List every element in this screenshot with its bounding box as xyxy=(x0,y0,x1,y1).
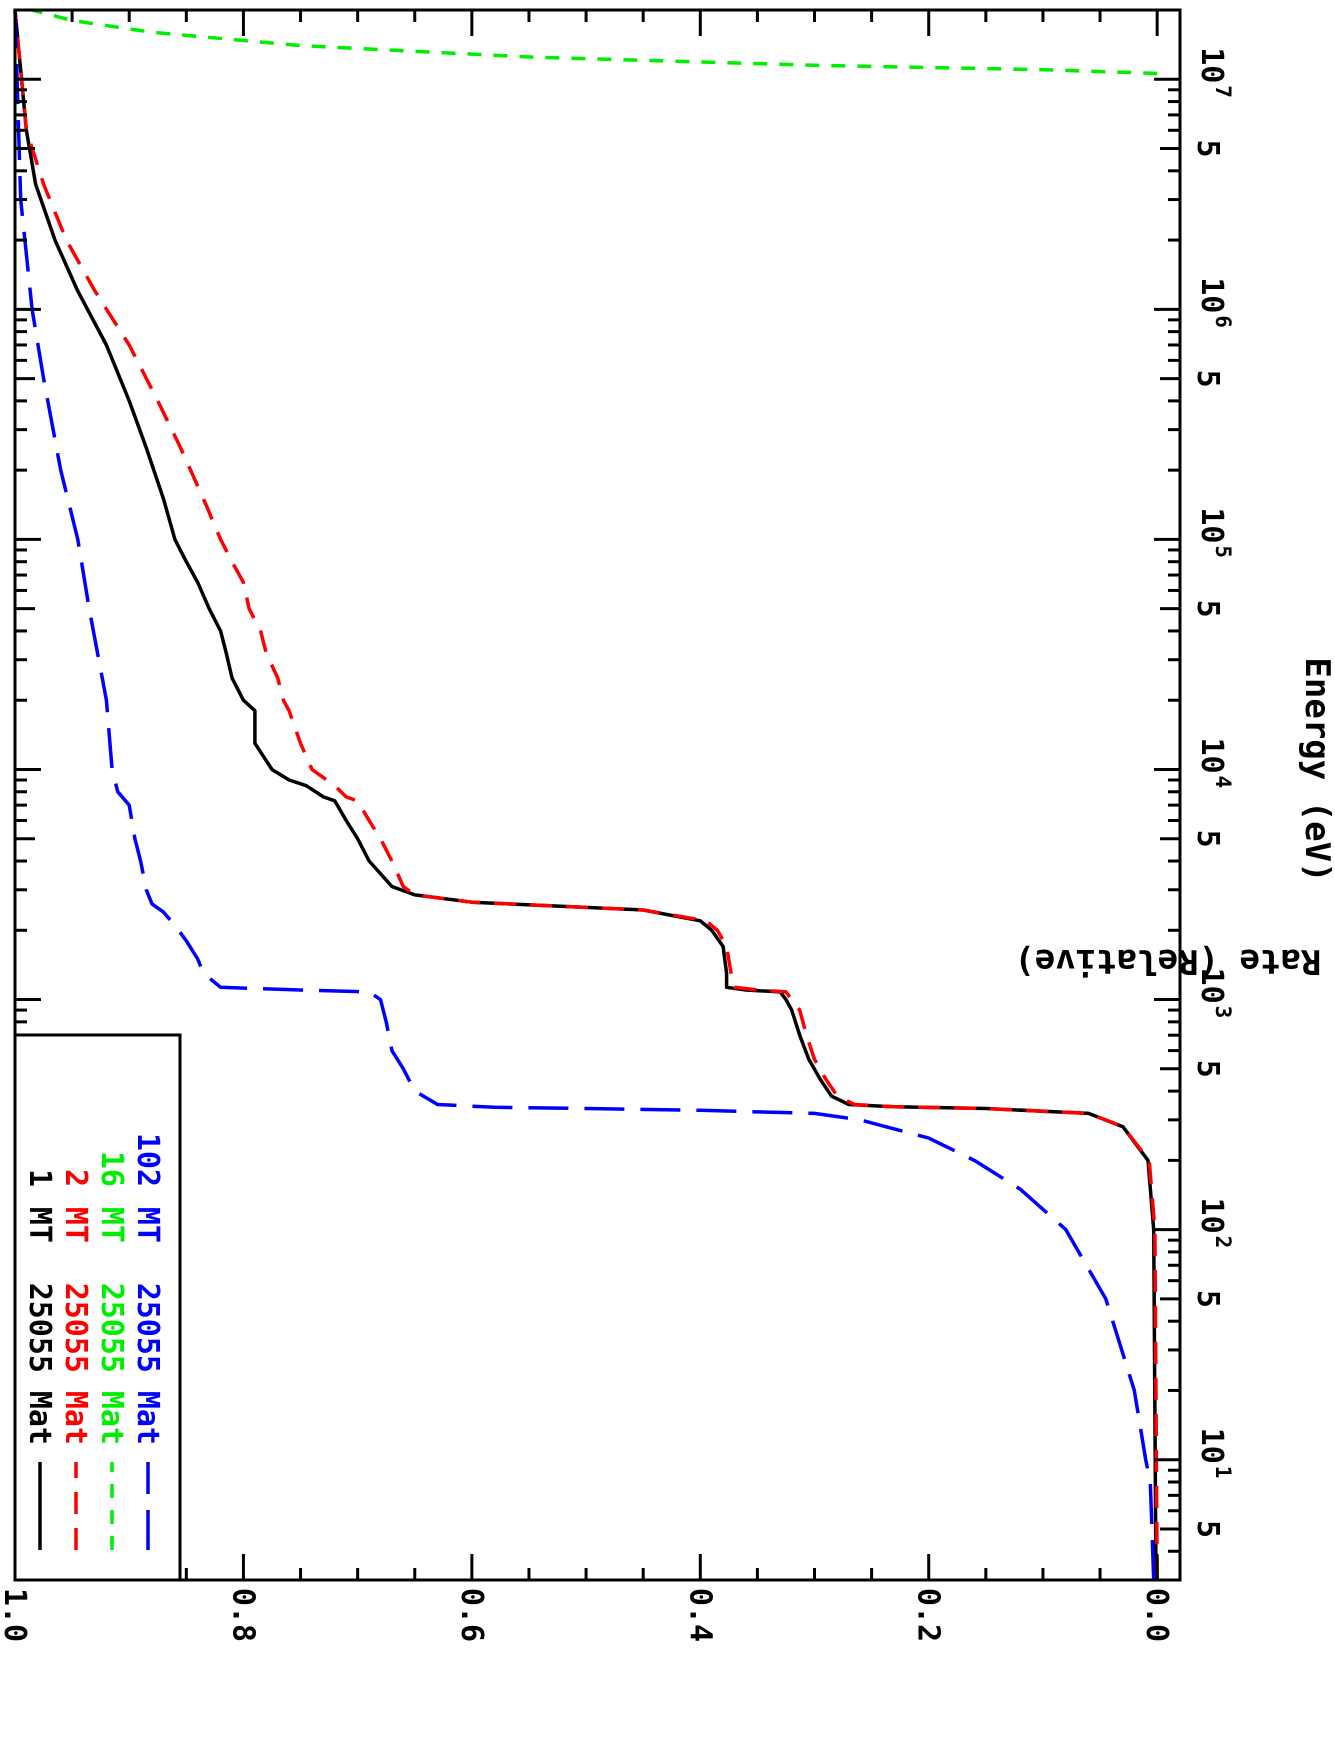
energy-tick-label: 103 xyxy=(1194,968,1235,1019)
legend-mat-text: Mat xyxy=(58,1391,93,1445)
series-line-1 xyxy=(13,9,1158,1581)
legend-entry-1: Mat 25055 MT 1 xyxy=(22,1169,57,1445)
energy-tick-mantissa: 10 xyxy=(1194,968,1229,1004)
legend-entry-4: Mat 25055 MT 102 xyxy=(130,1133,165,1445)
rate-tick-label: 0.8 xyxy=(225,1588,260,1642)
energy-minor-label: 5 xyxy=(1190,139,1225,157)
energy-tick-label: 106 xyxy=(1194,277,1235,328)
energy-tick-exponent: 6 xyxy=(1211,315,1235,328)
rate-tick-label: 0.4 xyxy=(682,1588,717,1642)
x-axis-title: Energy (eV) xyxy=(1297,657,1335,882)
legend-id-text: 25055 xyxy=(130,1283,165,1373)
legend-num-text: 102 xyxy=(130,1133,165,1187)
energy-tick-exponent: 7 xyxy=(1211,85,1235,98)
energy-tick-mantissa: 10 xyxy=(1194,737,1229,773)
legend-entry-3: Mat 25055 MT 16 xyxy=(94,1151,129,1445)
legend-mat-text: Mat xyxy=(130,1391,165,1445)
rate-tick-label: 1.0 xyxy=(0,1588,32,1642)
energy-tick-mantissa: 10 xyxy=(1194,1198,1229,1234)
energy-tick-exponent: 2 xyxy=(1211,1236,1235,1249)
energy-tick-label: 107 xyxy=(1194,47,1235,98)
legend-box xyxy=(13,1033,182,1582)
energy-tick-mantissa: 10 xyxy=(1194,1428,1229,1464)
energy-tick-exponent: 3 xyxy=(1211,1006,1235,1019)
energy-tick-exponent: 5 xyxy=(1211,545,1235,558)
legend-mt-text: MT xyxy=(22,1207,57,1243)
series-line-2 xyxy=(13,9,1159,1581)
legend-num-text: 1 xyxy=(22,1169,57,1187)
rate-tick-label: 0.2 xyxy=(911,1588,946,1642)
energy-tick-mantissa: 10 xyxy=(1194,47,1229,83)
y-axis-title: Reaction Rate (Relative) xyxy=(1014,941,1335,981)
energy-tick-label: 102 xyxy=(1194,1198,1235,1249)
energy-minor-label: 5 xyxy=(1190,1060,1225,1078)
rate-tick-label: 0.6 xyxy=(454,1588,489,1642)
energy-minor-label: 5 xyxy=(1190,1520,1225,1538)
legend-id-text: 25055 xyxy=(22,1283,57,1373)
energy-tick-exponent: 4 xyxy=(1211,776,1235,789)
series-line-3 xyxy=(31,8,1158,76)
legend-mat-text: Mat xyxy=(22,1391,57,1445)
energy-minor-label: 5 xyxy=(1190,830,1225,848)
energy-tick-label: 101 xyxy=(1194,1428,1235,1479)
legend-num-text: 2 xyxy=(58,1169,93,1187)
legend-mat-text: Mat xyxy=(94,1391,129,1445)
plot-frame xyxy=(13,8,1182,1582)
rate-tick-label: 0.0 xyxy=(1139,1588,1174,1642)
legend-id-text: 25055 xyxy=(58,1283,93,1373)
rate-axis-ticks: 0.0 0.2 0.4 0.6 0.8 1.0 xyxy=(0,10,1174,1642)
energy-minor-label: 5 xyxy=(1190,600,1225,618)
series-line-4 xyxy=(13,9,1156,1581)
legend-num-text: 16 xyxy=(94,1151,129,1187)
legend: Mat25055MT1Mat25055MT2Mat25055MT16Mat250… xyxy=(13,1033,182,1582)
energy-minor-label: 5 xyxy=(1190,1290,1225,1308)
energy-tick-mantissa: 10 xyxy=(1194,277,1229,313)
energy-tick-label: 104 xyxy=(1194,737,1235,788)
legend-mt-text: MT xyxy=(130,1207,165,1243)
legend-mt-text: MT xyxy=(58,1207,93,1243)
energy-tick-label: 105 xyxy=(1194,507,1235,558)
energy-tick-exponent: 1 xyxy=(1211,1466,1235,1479)
data-layer xyxy=(13,8,1159,1581)
energy-tick-mantissa: 10 xyxy=(1194,507,1229,543)
legend-id-text: 25055 xyxy=(94,1283,129,1373)
legend-entry-2: Mat 25055 MT 2 xyxy=(58,1169,93,1445)
legend-mt-text: MT xyxy=(94,1207,129,1243)
energy-minor-label: 5 xyxy=(1190,370,1225,388)
